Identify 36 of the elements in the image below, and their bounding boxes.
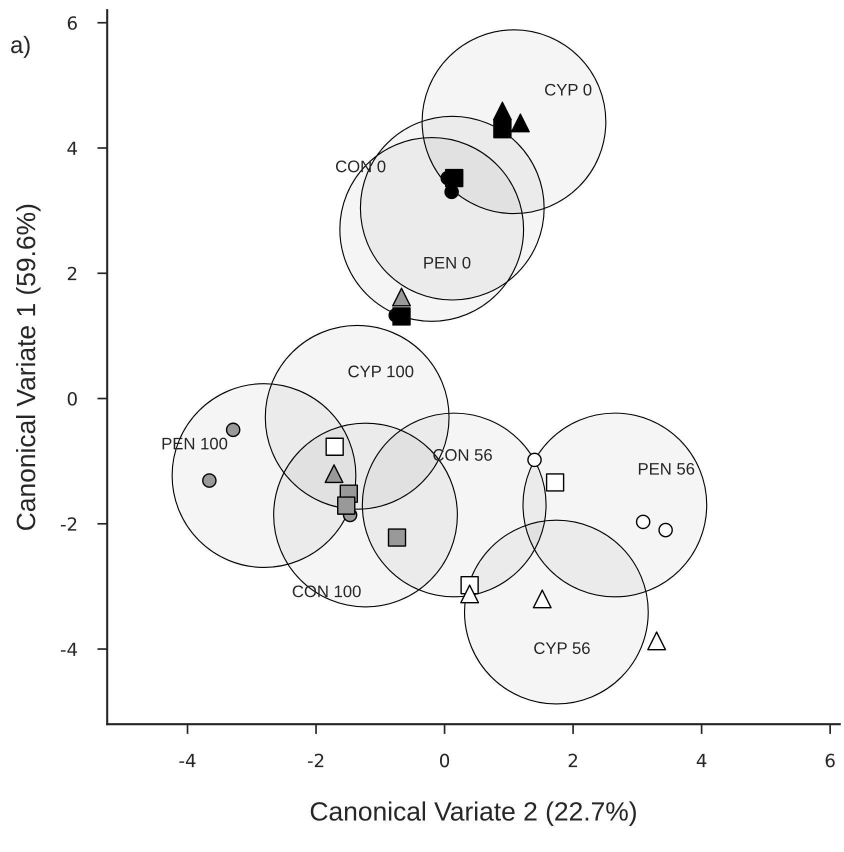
x-axis-title: Canonical Variate 2 (22.7%): [310, 801, 636, 826]
point: [202, 473, 217, 488]
y-tick-label: 0: [68, 392, 77, 406]
data-label: CYP 100: [348, 366, 414, 378]
y-tick-label: 6: [68, 16, 77, 30]
point: [510, 113, 530, 132]
data-label: CYP 0: [545, 84, 592, 96]
x-tick-label: 4: [696, 754, 706, 768]
point: [636, 514, 650, 530]
data-label: PEN 56: [638, 462, 694, 475]
x-tick-label: -4: [179, 754, 196, 768]
point: [226, 422, 240, 438]
x-tick-label: 2: [568, 754, 578, 768]
point: [532, 589, 552, 608]
y-tick-label: 4: [67, 142, 78, 155]
point: [492, 102, 512, 121]
y-axis-title: Canonical Variate 1 (59.6%): [16, 204, 41, 530]
x-tick-label: 0: [440, 754, 450, 768]
text: a): [11, 36, 30, 58]
x-tick-label: 6: [826, 754, 835, 768]
point: [493, 120, 512, 138]
point: [546, 473, 564, 492]
point: [460, 584, 480, 604]
point: [388, 528, 406, 547]
point: [392, 288, 411, 307]
point: [325, 438, 344, 456]
data-label: PEN 0: [424, 256, 470, 269]
y-tick-label: -4: [60, 642, 78, 656]
point: [324, 464, 344, 484]
data-label: CYP 56: [534, 642, 590, 654]
y-tick-label: -2: [60, 517, 76, 531]
point: [527, 452, 542, 468]
y-tick-label: 2: [68, 266, 76, 280]
x-tick-label: -2: [308, 754, 324, 768]
point: [658, 522, 673, 538]
point: [337, 496, 356, 515]
